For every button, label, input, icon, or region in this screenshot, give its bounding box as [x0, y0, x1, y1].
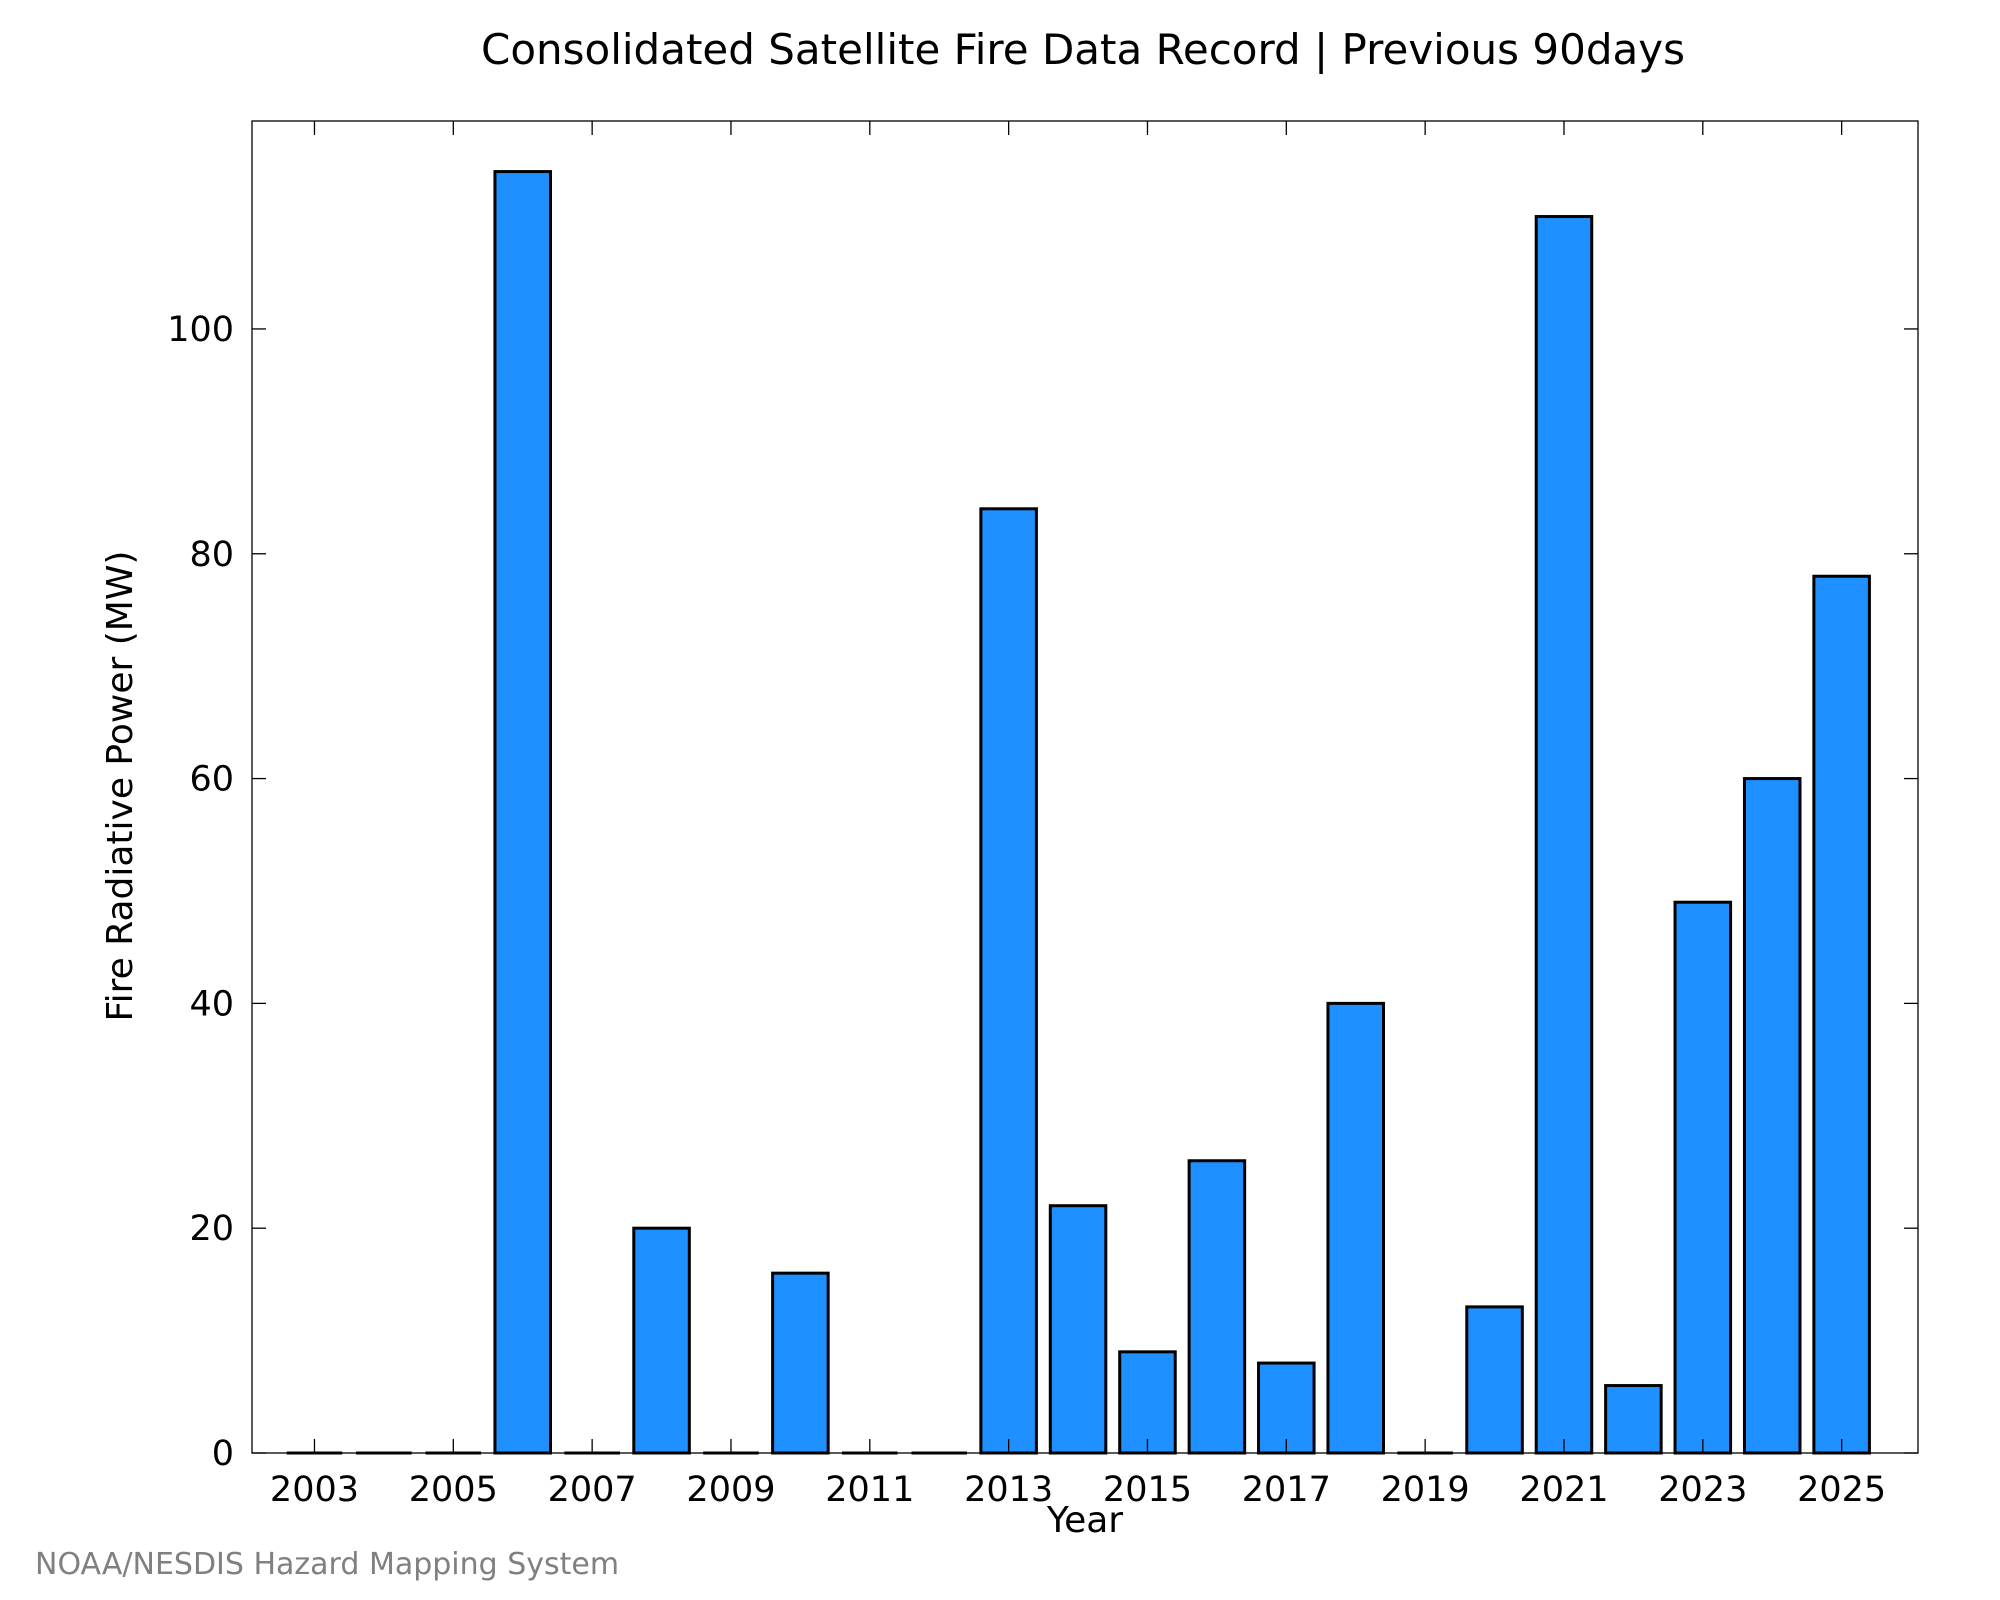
bar-2016 [1187, 1159, 1247, 1455]
bar-2014 [1048, 1204, 1108, 1455]
bars-group [286, 170, 1871, 1455]
bar-2022 [1604, 1384, 1663, 1455]
x-tick-label-2011: 2011 [825, 1470, 914, 1510]
bar-2015 [1118, 1350, 1177, 1455]
x-tick-label-2021: 2021 [1519, 1470, 1608, 1510]
x-tick-label-2003: 2003 [270, 1470, 359, 1510]
ticks-group: 2003 2005 2007 2009 2011 2013 2015 2017 2019 2021… [167, 121, 1918, 1510]
x-axis-label: Year [1046, 1500, 1123, 1541]
bar-2024 [1742, 777, 1802, 1455]
y-tick-label-60: 60 [189, 760, 234, 800]
x-tick-label-2019: 2019 [1381, 1470, 1470, 1510]
x-tick-label-2007: 2007 [548, 1470, 637, 1510]
x-tick-label-2005: 2005 [409, 1470, 498, 1510]
bar-2021 [1534, 215, 1594, 1455]
x-tick-label-2015: 2015 [1103, 1470, 1192, 1510]
bar-2008 [632, 1226, 691, 1455]
plot-frame [251, 120, 1919, 1454]
x-tick-label-2017: 2017 [1242, 1470, 1331, 1510]
bar-2020 [1465, 1305, 1524, 1455]
y-tick-label-100: 100 [167, 310, 234, 350]
y-axis-label: Fire Radiative Power (MW) [100, 551, 141, 1022]
x-tick-label-2023: 2023 [1658, 1470, 1747, 1510]
bar-2010 [771, 1271, 830, 1455]
x-tick-label-2025: 2025 [1797, 1470, 1886, 1510]
bar-2025 [1812, 574, 1871, 1455]
x-tick-label-2009: 2009 [686, 1470, 775, 1510]
chart-title: Consolidated Satellite Fire Data Record … [481, 25, 1685, 74]
bar-2006 [493, 170, 552, 1455]
bar-2018 [1326, 1001, 1385, 1455]
x-tick-label-2013: 2013 [964, 1470, 1053, 1510]
y-tick-label-0: 0 [212, 1434, 234, 1474]
bar-2013 [979, 507, 1038, 1455]
bar-2023 [1673, 900, 1733, 1455]
credit-text: NOAA/NESDIS Hazard Mapping System [35, 1547, 619, 1582]
y-tick-label-40: 40 [189, 984, 234, 1024]
y-tick-label-80: 80 [189, 535, 234, 575]
y-tick-label-20: 20 [189, 1209, 234, 1249]
